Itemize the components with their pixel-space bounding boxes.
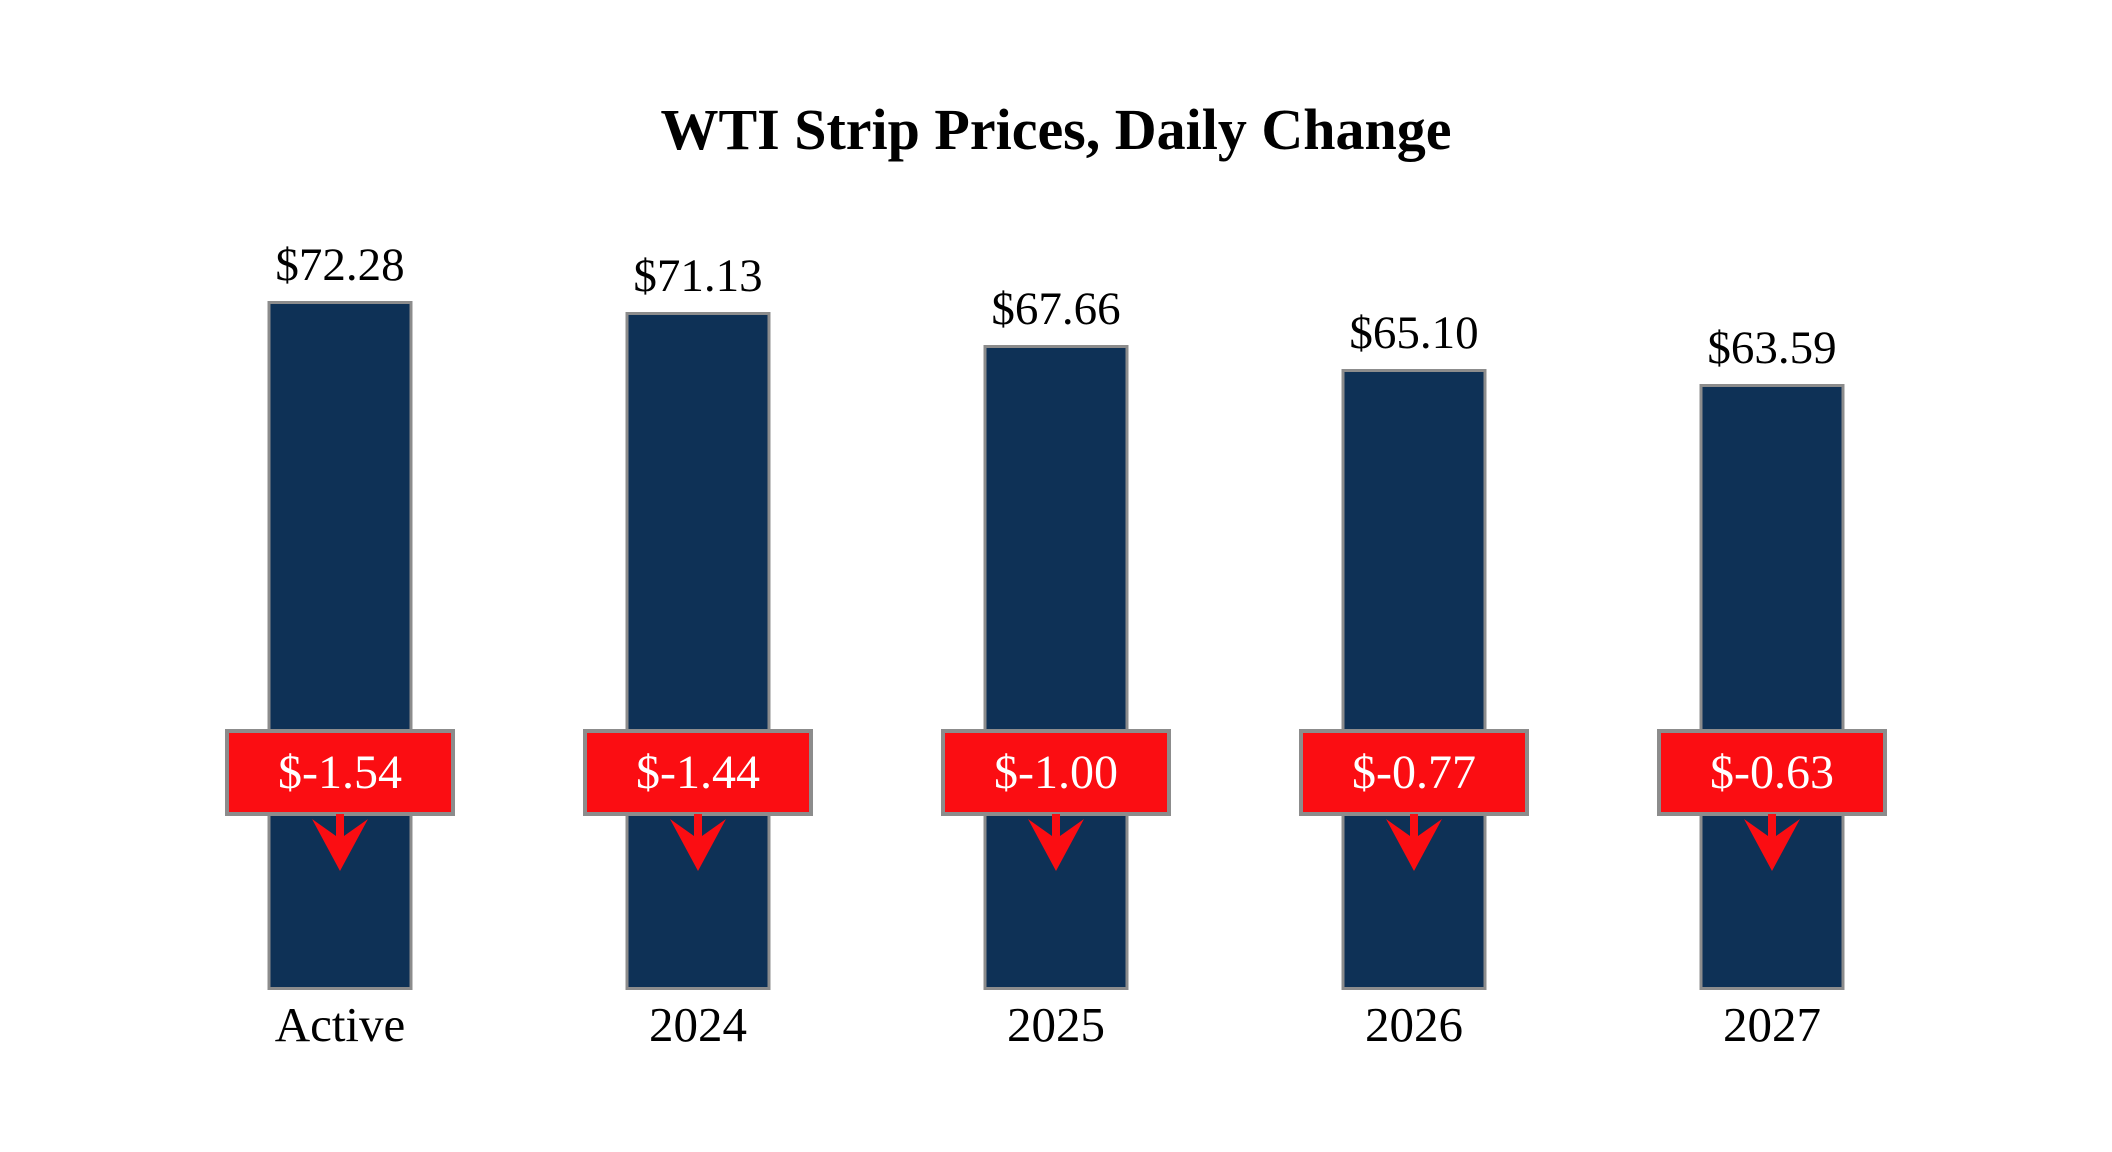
down-arrow-icon bbox=[312, 814, 368, 871]
daily-change-label: $-1.00 bbox=[994, 745, 1118, 799]
daily-change-box: $-1.44 bbox=[583, 729, 813, 816]
strip-price-label: $65.10 bbox=[1349, 307, 1479, 359]
daily-change-label: $-1.54 bbox=[278, 745, 402, 799]
bar-column: $65.10 $-0.77 2026 bbox=[1235, 0, 1593, 1152]
strip-price-bar bbox=[1341, 369, 1487, 990]
daily-change-box: $-1.00 bbox=[941, 729, 1171, 816]
category-label: 2026 bbox=[1365, 997, 1463, 1052]
category-label: 2027 bbox=[1723, 997, 1821, 1052]
down-arrow-icon bbox=[670, 814, 726, 871]
strip-price-label: $63.59 bbox=[1707, 322, 1837, 374]
strip-price-bar bbox=[267, 301, 413, 990]
category-label: 2025 bbox=[1007, 997, 1105, 1052]
daily-change-box: $-0.77 bbox=[1299, 729, 1529, 816]
down-arrow-icon bbox=[1386, 814, 1442, 871]
daily-change-box: $-1.54 bbox=[225, 729, 455, 816]
chart-title: WTI Strip Prices, Daily Change bbox=[660, 97, 1452, 162]
strip-price-bar bbox=[625, 312, 771, 990]
strip-price-bar bbox=[1699, 384, 1845, 990]
daily-change-label: $-1.44 bbox=[636, 745, 760, 799]
strip-price-label: $67.66 bbox=[991, 283, 1121, 335]
strip-price-label: $71.13 bbox=[633, 250, 763, 302]
daily-change-label: $-0.77 bbox=[1352, 745, 1476, 799]
bar-column: $72.28 $-1.54 Active bbox=[161, 0, 519, 1152]
daily-change-box: $-0.63 bbox=[1657, 729, 1887, 816]
category-label: Active bbox=[274, 997, 406, 1052]
strip-price-bar bbox=[983, 345, 1129, 990]
strip-price-label: $72.28 bbox=[275, 239, 405, 291]
bar-column: $63.59 $-0.63 2027 bbox=[1593, 0, 1951, 1152]
category-label: 2024 bbox=[649, 997, 747, 1052]
bar-column: $67.66 $-1.00 2025 bbox=[877, 0, 1235, 1152]
down-arrow-icon bbox=[1028, 814, 1084, 871]
daily-change-label: $-0.63 bbox=[1710, 745, 1834, 799]
down-arrow-icon bbox=[1744, 814, 1800, 871]
bar-column: $71.13 $-1.44 2024 bbox=[519, 0, 877, 1152]
